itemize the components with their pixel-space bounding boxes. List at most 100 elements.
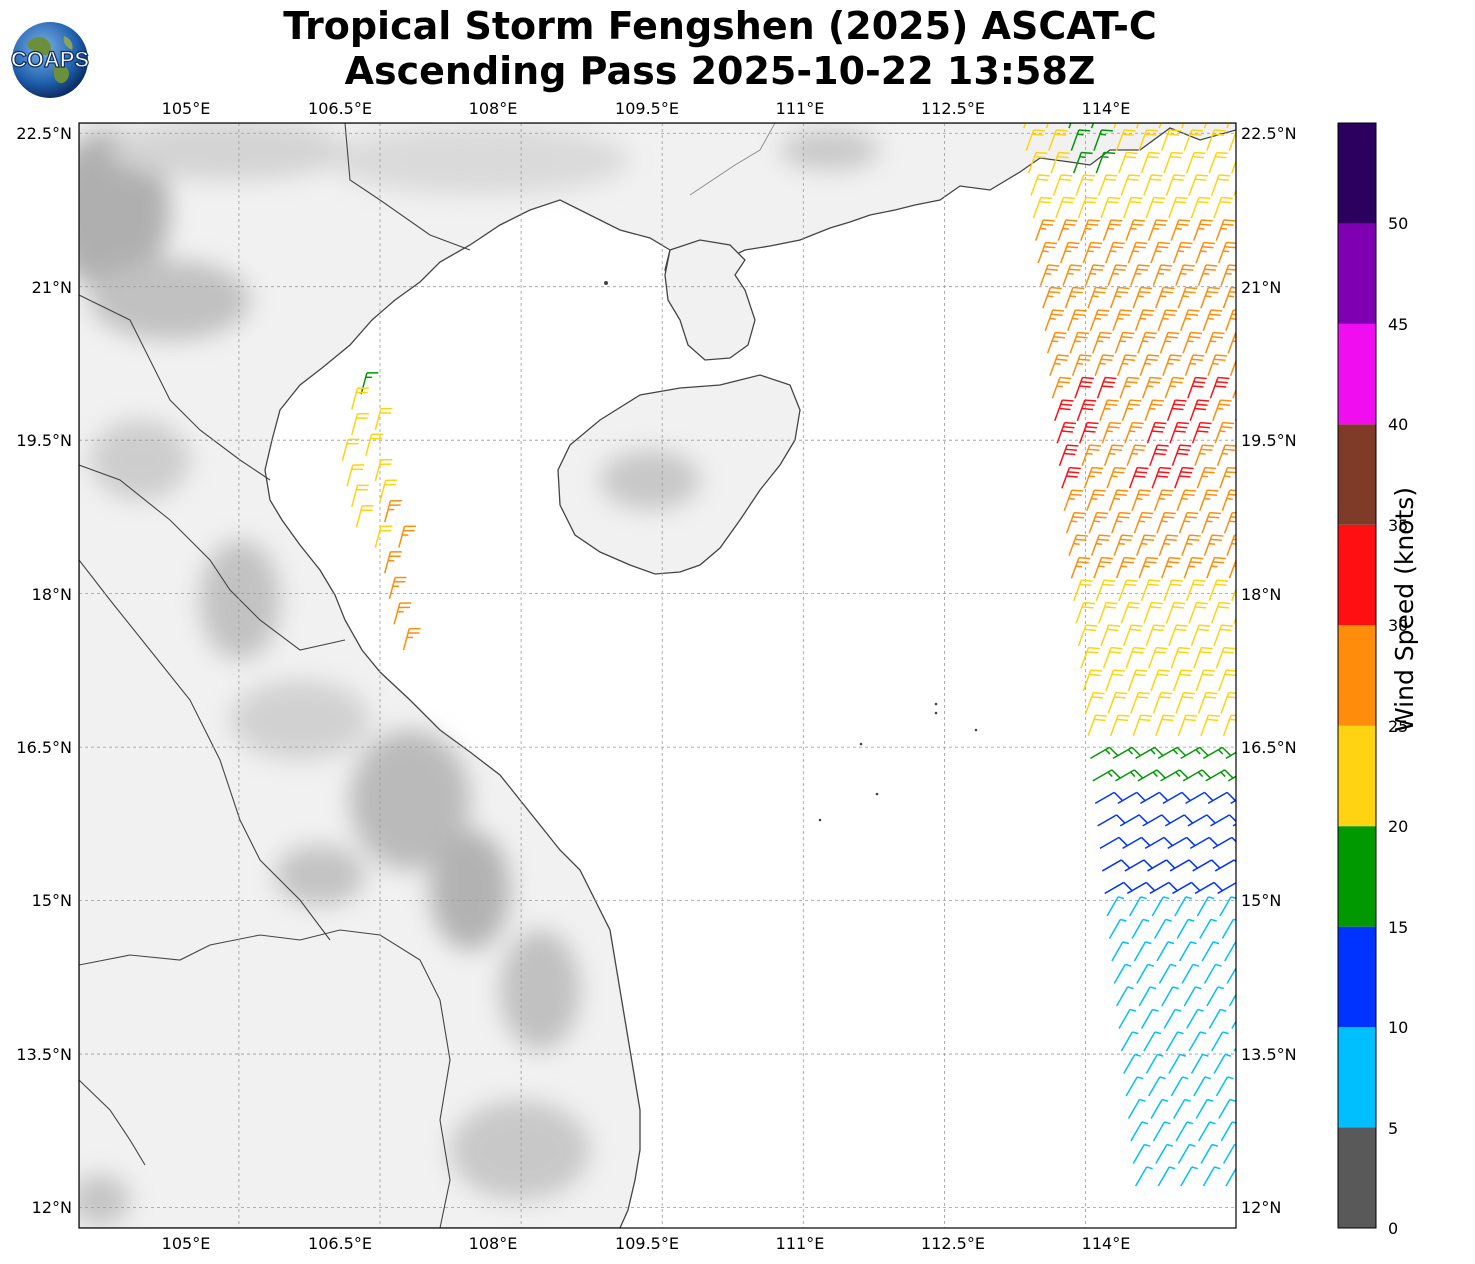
lat-labels-right: 22.5°N 21°N 19.5°N 18°N 16.5°N 15°N 13.5…: [1241, 124, 1297, 1217]
wind-barb: [1145, 1053, 1164, 1074]
wind-barb: [1098, 601, 1118, 624]
wind-barb: [1189, 836, 1218, 850]
wind-barb: [1131, 489, 1151, 512]
wind-barb: [1068, 534, 1088, 557]
wind-barb: [1126, 881, 1155, 895]
wind-barb: [1125, 646, 1146, 669]
wind-barb: [1209, 376, 1230, 399]
wind-barb: [1230, 799, 1236, 805]
lat-tick-right: 12°N: [1241, 1198, 1281, 1217]
wind-barb: [1193, 219, 1213, 241]
lon-tick-bottom: 105°E: [162, 1234, 211, 1253]
wind-barb: [1150, 1098, 1169, 1119]
wind-barb: [1127, 669, 1148, 692]
wind-barb: [1210, 601, 1231, 624]
wind-barb: [1165, 1031, 1184, 1052]
wind-barb: [1175, 691, 1195, 714]
wind-barb: [1102, 219, 1123, 241]
wind-barb: [1137, 769, 1166, 782]
wind-barb: [1082, 241, 1103, 264]
wind-barb: [1145, 196, 1166, 219]
wind-barb: [1187, 814, 1216, 827]
wind-barb: [1185, 791, 1214, 805]
colorbar-tick: 15: [1388, 918, 1408, 937]
wind-barb: [1170, 1076, 1189, 1097]
wind-barb: [1175, 264, 1195, 286]
wind-barb: [1077, 624, 1098, 647]
wind-barb: [1092, 331, 1112, 354]
wind-barb: [1160, 129, 1181, 151]
globe-logo-icon: COAPS: [10, 22, 90, 98]
wind-barb: [1176, 489, 1197, 512]
wind-barb: [1203, 963, 1222, 984]
wind-barb: [1084, 691, 1105, 714]
wind-barb: [1190, 196, 1211, 219]
wind-barb: [1151, 466, 1172, 489]
wind-barb: [1220, 264, 1236, 286]
wind-barb: [1155, 714, 1175, 737]
wind-barb: [1206, 129, 1226, 151]
wind-barb: [355, 505, 374, 528]
colorbar-tick: 35: [1388, 516, 1408, 535]
wind-barb: [1213, 196, 1233, 219]
wind-barb: [1127, 1098, 1146, 1119]
wind-barb: [1140, 1008, 1159, 1029]
wind-barb: [1226, 123, 1230, 129]
wind-barb: [1168, 196, 1188, 219]
wind-barb: [1213, 1053, 1232, 1074]
wind-barb: [1172, 241, 1193, 264]
wind-barb: [1196, 896, 1215, 917]
wind-barb: [1190, 1053, 1209, 1074]
wind-barb: [1086, 489, 1106, 512]
wind-barb: [393, 602, 412, 625]
wind-barb: [1134, 309, 1155, 331]
wind-barb: [1122, 196, 1143, 219]
wind-barb: [341, 438, 360, 461]
wind-barb: [1186, 1008, 1204, 1029]
wind-barb: [1132, 286, 1153, 309]
wind-barb: [1190, 624, 1211, 647]
wind-barb: [1025, 129, 1046, 151]
wind-barb: [1165, 601, 1186, 624]
wind-barb: [1073, 579, 1093, 602]
colorbar-label: Wind Speed (knots): [1390, 486, 1419, 732]
wind-barb: [1106, 466, 1126, 489]
wind-barb: [398, 525, 416, 548]
wind-barb: [1120, 1031, 1139, 1052]
wind-barb: [1177, 1143, 1196, 1164]
wind-barb: [1159, 331, 1180, 354]
wind-barb: [1039, 264, 1060, 286]
wind-barb: [1152, 264, 1173, 286]
wind-barb: [1167, 836, 1196, 850]
wind-barb: [1150, 669, 1170, 692]
wind-barb: [1232, 387, 1236, 399]
wind-barb: [1122, 624, 1143, 647]
lon-tick-bottom: 106.5°E: [308, 1234, 372, 1253]
wind-barb: [1065, 511, 1086, 534]
wind-barb: [1090, 534, 1111, 557]
wind-barb: [1073, 151, 1093, 174]
wind-barb: [1165, 174, 1186, 196]
wind-barb: [1048, 129, 1068, 151]
wind-barb: [1140, 151, 1161, 174]
wind-barb: [1181, 534, 1201, 557]
wind-barb: [1162, 354, 1182, 376]
wind-barb: [1143, 601, 1163, 624]
wind-barb: [383, 499, 402, 523]
wind-barb: [1180, 746, 1209, 760]
wind-barb: [1224, 941, 1236, 962]
colorbar-frame: [1337, 122, 1377, 1229]
wind-barb: [1117, 791, 1146, 805]
wind-barb: [1094, 791, 1123, 805]
wind-barb: [1049, 354, 1069, 376]
wind-barb: [1189, 399, 1210, 421]
wind-barb: [1045, 123, 1050, 129]
wind-barb: [1133, 511, 1154, 534]
colorbar-tick: 0: [1388, 1219, 1398, 1238]
wind-barb: [1175, 1121, 1194, 1142]
wind-barb: [1115, 129, 1136, 151]
wind-barb: [1071, 354, 1092, 376]
wind-barb: [1115, 769, 1144, 782]
wind-barb: [374, 459, 393, 482]
